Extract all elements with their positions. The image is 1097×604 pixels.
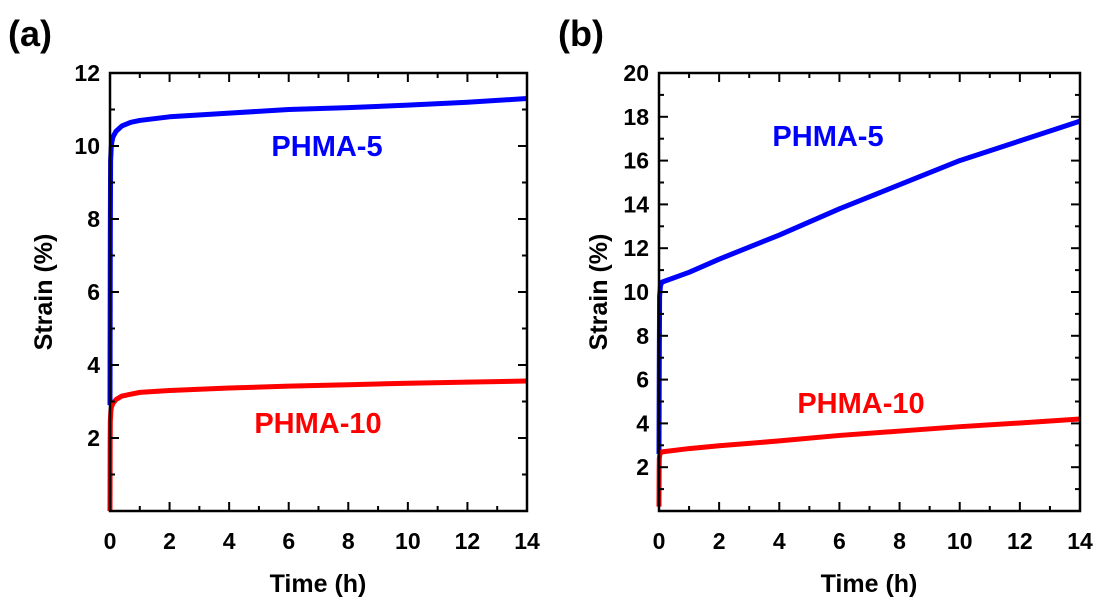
y-axis-title: Strain (%)	[30, 234, 58, 351]
y-tick-label: 20	[623, 60, 649, 86]
y-tick-label: 16	[623, 148, 649, 174]
series-label-phma-5: PHMA-5	[271, 131, 382, 163]
x-tick-label: 0	[104, 528, 117, 554]
series-label-phma-10: PHMA-10	[254, 408, 381, 440]
y-tick-label: 2	[87, 425, 100, 451]
y-tick-label: 10	[74, 133, 100, 159]
x-tick-label: 14	[514, 528, 540, 554]
panel-label: (b)	[558, 13, 604, 54]
y-tick-label: 4	[636, 410, 649, 436]
x-tick-label: 12	[1007, 528, 1033, 554]
x-tick-label: 6	[833, 528, 846, 554]
y-tick-label: 18	[623, 104, 649, 130]
x-tick-label: 2	[163, 528, 176, 554]
x-tick-label: 8	[342, 528, 355, 554]
y-tick-label: 2	[636, 454, 649, 480]
y-tick-label: 6	[636, 367, 649, 393]
y-tick-label: 8	[636, 323, 649, 349]
x-axis-title: Time (h)	[821, 570, 918, 598]
x-tick-label: 10	[395, 528, 421, 554]
y-tick-label: 12	[74, 60, 100, 86]
y-tick-label: 6	[87, 279, 100, 305]
x-tick-label: 8	[893, 528, 906, 554]
x-tick-label: 6	[282, 528, 295, 554]
y-tick-label: 14	[623, 191, 649, 217]
y-tick-label: 12	[623, 235, 649, 261]
series-line-phma-10	[656, 416, 1081, 507]
x-tick-label: 4	[223, 528, 236, 554]
y-tick-label: 8	[87, 206, 100, 232]
y-tick-label: 4	[87, 352, 100, 378]
series-label-phma-10: PHMA-10	[797, 388, 924, 420]
x-tick-label: 4	[773, 528, 786, 554]
x-tick-label: 2	[713, 528, 726, 554]
panel-label: (a)	[8, 13, 52, 54]
y-axis-title: Strain (%)	[585, 234, 613, 351]
x-tick-label: 0	[653, 528, 666, 554]
series-line-phma-10	[107, 378, 528, 512]
series-label-phma-5: PHMA-5	[772, 121, 883, 153]
x-tick-label: 14	[1067, 528, 1093, 554]
y-tick-label: 10	[623, 279, 649, 305]
x-tick-label: 10	[947, 528, 973, 554]
x-axis-title: Time (h)	[270, 570, 367, 598]
x-tick-label: 12	[455, 528, 481, 554]
